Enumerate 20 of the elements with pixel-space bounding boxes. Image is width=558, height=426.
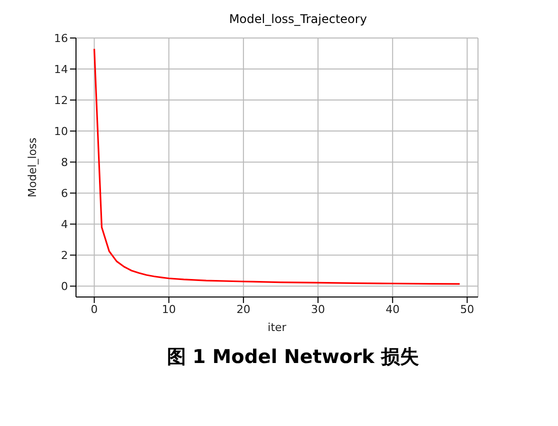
x-axis-title: iter [268,321,287,334]
y-tick-label: 2 [61,249,68,262]
x-tick-label: 0 [90,302,98,316]
y-tick-label: 12 [54,94,68,107]
x-tick-label: 20 [236,302,250,316]
y-tick-label: 0 [61,280,68,294]
y-tick-label: 4 [61,218,68,232]
x-tick-label: 10 [162,302,176,316]
y-tick-label: 10 [54,124,68,138]
y-axis-title: Model_loss [26,137,39,198]
line-series [93,48,461,285]
y-tick-label: 6 [61,186,68,200]
chart-title: Model_loss_Trajecteory [228,12,368,28]
caption: 图 1 Model Network 损失 [166,345,420,370]
y-tick-label: 8 [61,156,68,169]
x-tick-label: 30 [311,302,326,316]
x-tick-label: 50 [460,302,474,316]
x-tick-label: 40 [386,302,400,316]
y-tick-label: 14 [54,62,68,76]
y-tick-label: 16 [54,32,68,45]
